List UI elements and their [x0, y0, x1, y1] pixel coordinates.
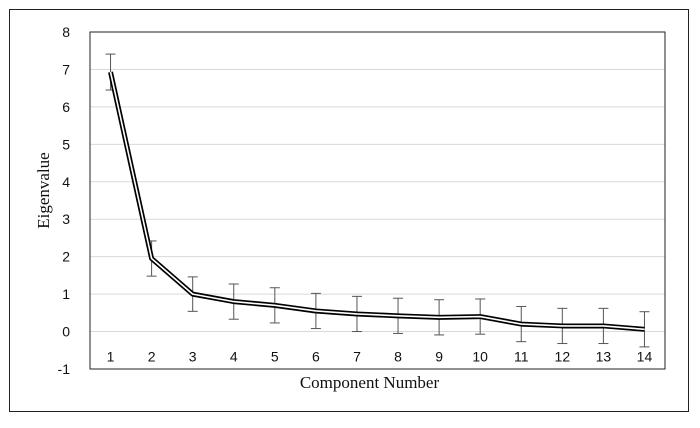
y-tick-label: 6 [62, 99, 70, 115]
chart-frame [9, 9, 689, 412]
x-axis-title: Component Number [300, 373, 440, 392]
y-tick-label: 3 [62, 211, 70, 227]
x-tick-label: 6 [312, 349, 320, 365]
x-tick-label: 4 [230, 349, 238, 365]
x-tick-labels: 1 2 3 4 5 6 7 8 9 10 11 12 13 14 [107, 349, 653, 365]
y-tick-label: 5 [62, 136, 70, 152]
x-tick-label: 7 [353, 349, 361, 365]
y-tick-label: 1 [62, 286, 70, 302]
x-tick-label: 10 [472, 349, 488, 365]
x-tick-label: 8 [394, 349, 402, 365]
series-line-inner [109, 71, 645, 331]
y-tick-label: 2 [62, 249, 70, 265]
error-bars [105, 53, 650, 348]
x-tick-label: 3 [189, 349, 197, 365]
y-tick-label: 8 [62, 24, 70, 40]
x-tick-label: 13 [596, 349, 612, 365]
grid-lines [90, 68, 665, 333]
y-tick-label: 4 [62, 174, 70, 190]
x-tick-label: 11 [514, 349, 529, 365]
x-tick-label: 2 [148, 349, 156, 365]
y-tick-label: 7 [62, 61, 70, 77]
series-line [108, 71, 645, 332]
y-tick-label: -1 [58, 361, 71, 377]
y-axis-title: Eigenvalue [34, 152, 53, 228]
x-tick-label: 5 [271, 349, 279, 365]
series-line-outer [108, 71, 645, 332]
y-tick-label: 0 [62, 324, 70, 340]
x-tick-label: 12 [555, 349, 571, 365]
y-tick-labels: -1 0 1 2 3 4 5 6 7 8 [58, 24, 71, 377]
x-tick-label: 1 [107, 349, 115, 365]
x-tick-label: 9 [435, 349, 443, 365]
plot-area-border [89, 31, 666, 370]
x-tick-label: 14 [637, 349, 653, 365]
